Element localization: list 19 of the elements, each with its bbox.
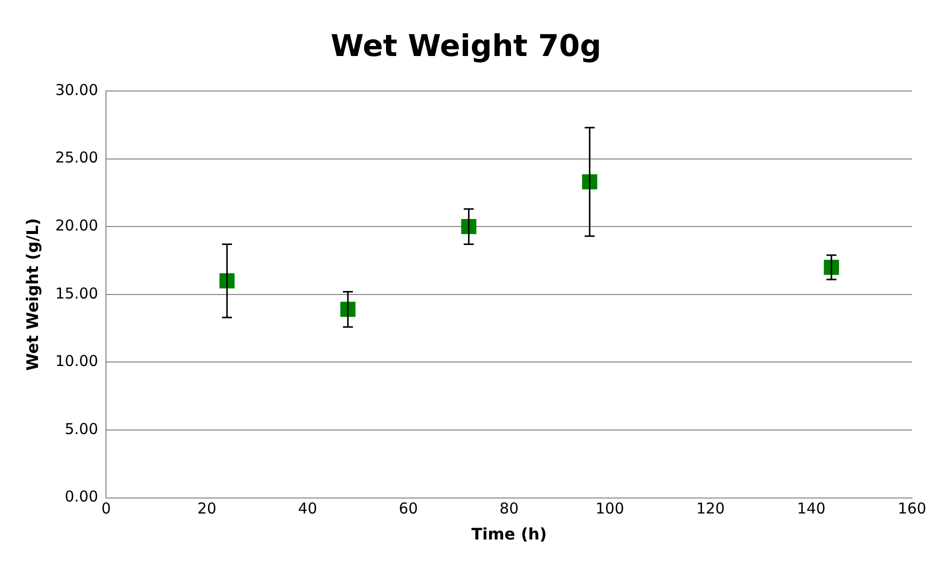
y-tick-label: 5.00: [64, 420, 98, 438]
chart-title: Wet Weight 70g: [330, 28, 602, 64]
y-tick-label: 20.00: [55, 216, 98, 234]
y-tick-label: 0.00: [64, 488, 98, 506]
y-tick-label: 25.00: [55, 148, 98, 167]
x-tick-label: 80: [500, 500, 519, 518]
x-tick-label: 100: [595, 500, 624, 518]
y-tick-label: 30.00: [55, 80, 98, 99]
x-tick-label: 160: [898, 500, 926, 518]
y-tick-label: 10.00: [55, 352, 98, 370]
x-tick-label: 20: [197, 500, 216, 518]
x-tick-label: 0: [101, 500, 111, 518]
x-tick-label: 120: [696, 500, 725, 518]
x-axis-title: Time (h): [471, 524, 547, 544]
x-tick-label: 40: [298, 500, 318, 518]
y-tick-label: 15.00: [55, 284, 98, 302]
x-tick-label: 140: [796, 500, 826, 518]
y-axis-title: Wet Weight (g/L): [22, 218, 42, 371]
x-tick-label: 60: [398, 500, 418, 518]
